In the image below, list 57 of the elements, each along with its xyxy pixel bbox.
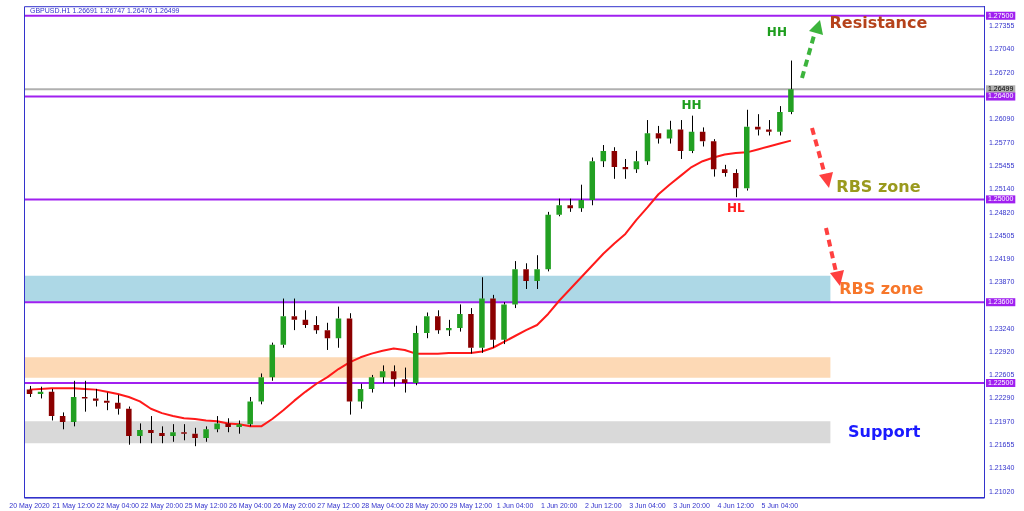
candlestick: [192, 427, 198, 447]
candlestick: [755, 113, 761, 136]
candlestick: [777, 105, 783, 136]
candlestick: [545, 211, 551, 272]
candlestick: [70, 380, 77, 427]
candlestick: [368, 374, 375, 394]
candlestick: [644, 119, 651, 166]
candlestick: [104, 392, 110, 411]
annotation: HL: [726, 201, 745, 216]
candlestick: [137, 422, 143, 444]
candlestick: [512, 260, 518, 309]
candlestick: [766, 119, 772, 136]
annotation: HH: [766, 24, 787, 39]
candlestick: [490, 294, 496, 349]
candlestick: [379, 364, 386, 384]
candlestick: [258, 372, 264, 405]
annotation: Resistance: [829, 13, 928, 33]
candlestick: [688, 115, 695, 154]
annotation: RBS zone: [836, 176, 921, 196]
candlestick: [181, 423, 187, 441]
annotation: Support: [847, 421, 921, 441]
candlestick: [126, 406, 132, 446]
annotation: RBS zone: [839, 278, 924, 298]
candlestick: [59, 411, 66, 430]
candlestick: [148, 415, 154, 444]
candlestick: [48, 388, 55, 421]
candlestick: [170, 423, 176, 443]
candlestick: [291, 298, 298, 331]
candlestick: [92, 388, 99, 408]
candlestick: [468, 307, 474, 355]
candlestick: [280, 298, 287, 349]
candlestick: [534, 254, 540, 290]
candlestick: [744, 109, 750, 192]
candlestick: [214, 415, 220, 433]
candlestick: [115, 394, 121, 416]
candlestick: [611, 146, 618, 180]
candlestick: [446, 319, 452, 337]
candlestick: [457, 303, 463, 333]
candlestick: [236, 419, 242, 435]
candlestick: [401, 367, 408, 394]
candlestick: [578, 184, 584, 213]
candlestick: [203, 425, 209, 443]
candlestick: [225, 417, 231, 433]
candlestick: [269, 342, 276, 382]
candlestick: [788, 60, 794, 115]
candlestick: [710, 138, 717, 178]
annotation: HH: [681, 97, 702, 112]
candlestick: [435, 309, 441, 335]
candlestick: [412, 325, 419, 386]
candlestick: [721, 164, 728, 178]
candlestick: [567, 198, 573, 213]
candlestick: [346, 312, 353, 416]
candlestick: [479, 276, 485, 354]
candlestick: [159, 425, 165, 444]
candlestick: [335, 306, 342, 349]
candlestick: [424, 312, 430, 339]
candlestick: [523, 262, 529, 290]
